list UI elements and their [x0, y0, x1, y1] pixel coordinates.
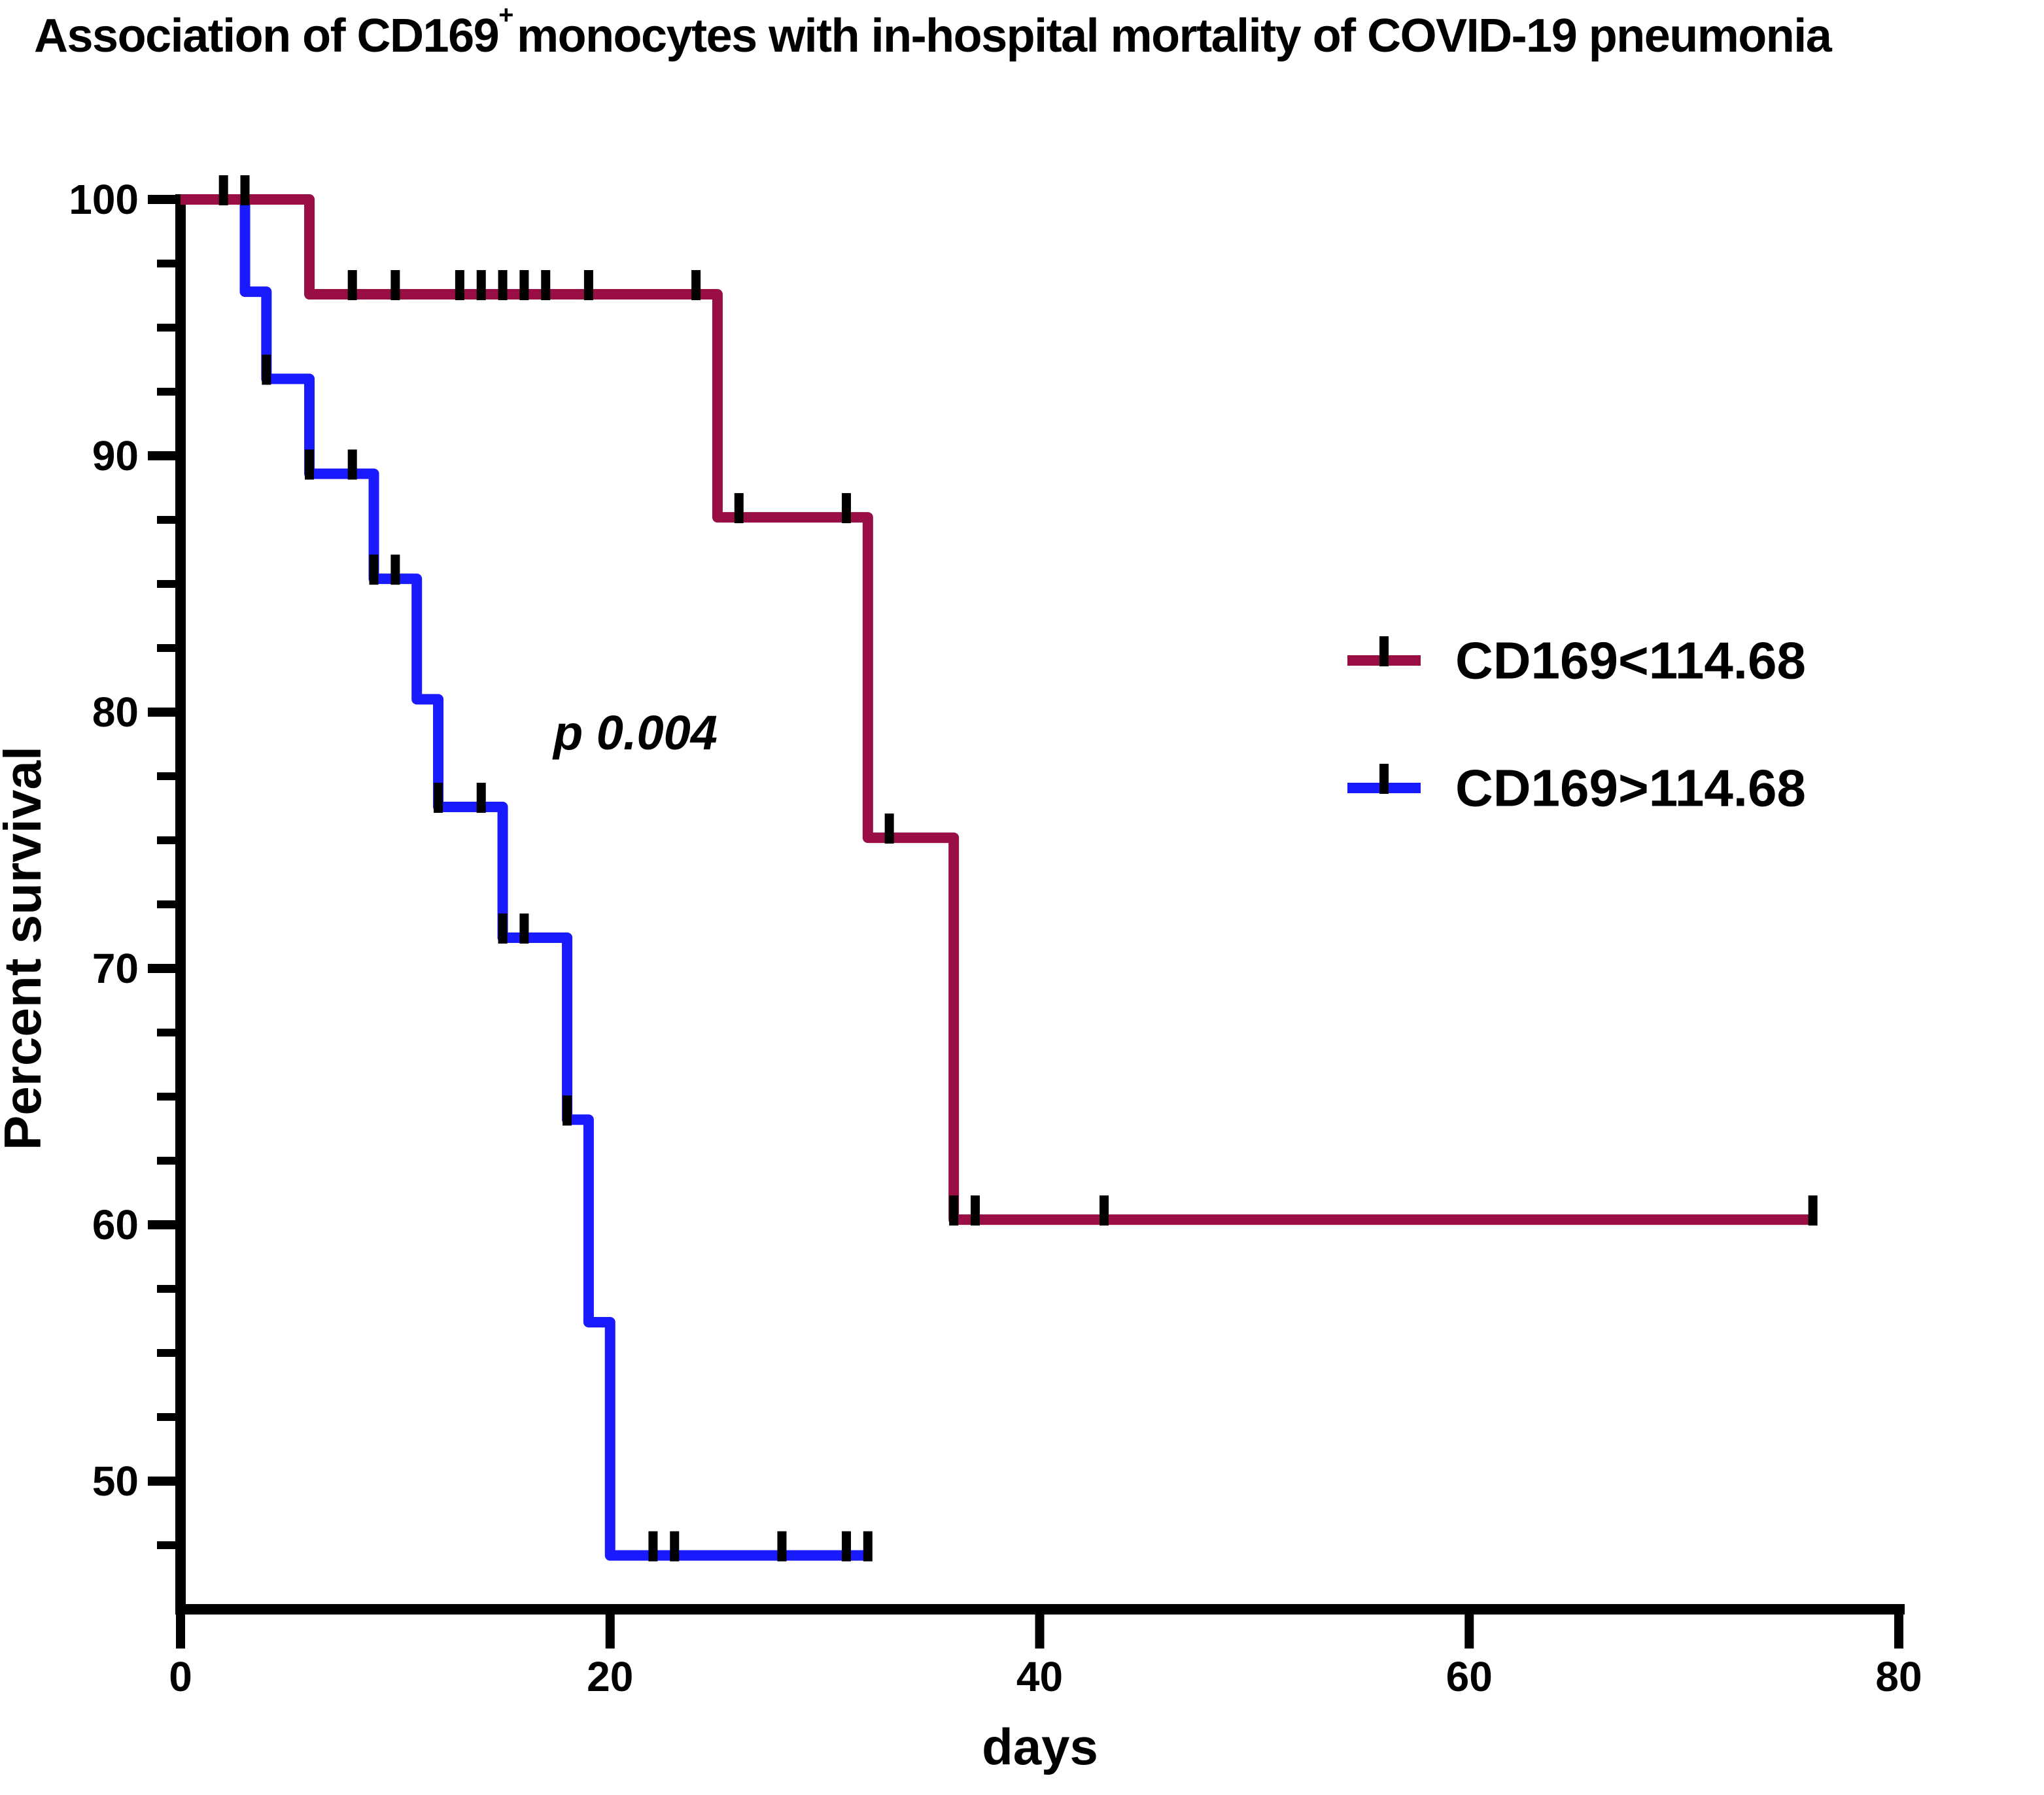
censor-tick-cd169-low [734, 493, 744, 524]
censor-tick-cd169-low [1808, 1195, 1818, 1226]
y-axis-label: Percent survival [0, 746, 52, 1150]
plot-layer: 100 90 80 70 60 50 0 20 40 60 80 [69, 175, 1922, 1700]
censor-tick-cd169-low [390, 270, 400, 301]
censor-tick-cd169-high [434, 783, 443, 813]
censor-tick-cd169-high [369, 555, 379, 585]
legend-item-cd169-high: CD169>114.68 [1347, 759, 1806, 817]
censor-tick-cd169-low [218, 175, 228, 205]
legend-censor-tick-high [1379, 764, 1389, 794]
chart-title-prefix: Association of CD169 [34, 10, 500, 62]
y-tick-label: 80 [92, 689, 139, 736]
y-tick-label: 50 [92, 1458, 139, 1505]
censor-tick-cd169-low [583, 270, 593, 301]
censor-tick-cd169-high [476, 783, 486, 813]
censor-tick-cd169-high [863, 1531, 873, 1562]
censor-tick-cd169-high [670, 1531, 680, 1562]
legend-label-high: CD169>114.68 [1455, 759, 1806, 817]
p-value-annotation: p 0.004 [552, 706, 718, 760]
x-tick-label: 80 [1875, 1653, 1922, 1700]
x-tick-label: 20 [587, 1653, 633, 1700]
survival-curve-cd169-low [181, 194, 1813, 1225]
censor-tick-cd169-low [498, 270, 508, 301]
censor-tick-cd169-high [519, 913, 529, 944]
censor-tick-cd169-high [305, 449, 315, 480]
chart-title-suffix: monocytes with in-hospital mortality of … [517, 10, 1832, 62]
censor-tick-cd169-low [455, 270, 464, 301]
censor-tick-cd169-high [777, 1531, 787, 1562]
censor-tick-cd169-low [541, 270, 551, 301]
survival-curve-cd169-high [181, 194, 868, 1561]
legend-item-cd169-low: CD169<114.68 [1347, 632, 1806, 690]
x-tick-label: 0 [169, 1653, 192, 1700]
censor-tick-cd169-low [970, 1195, 980, 1226]
censor-tick-cd169-low [884, 813, 894, 844]
censor-tick-cd169-high [563, 1095, 572, 1126]
x-axis-label: days [982, 1718, 1098, 1775]
legend: CD169<114.68 CD169>114.68 [1347, 632, 1806, 817]
censor-tick-cd169-low [949, 1195, 959, 1226]
chart-title-superscript: + [498, 1, 514, 30]
censor-tick-cd169-low [841, 493, 851, 524]
legend-label-low: CD169<114.68 [1455, 632, 1806, 690]
censor-tick-cd169-high [262, 354, 271, 385]
censor-tick-cd169-low [519, 270, 529, 301]
censor-tick-cd169-low [476, 270, 486, 301]
y-tick-label: 70 [92, 945, 139, 992]
censor-tick-cd169-high [841, 1531, 851, 1562]
censor-tick-cd169-low [240, 175, 250, 205]
y-tick-label: 100 [69, 176, 139, 223]
censor-tick-cd169-high [347, 449, 357, 480]
x-tick-label: 60 [1446, 1653, 1493, 1700]
chart-title: Association of CD169+monocytes with in-h… [34, 1, 2035, 63]
censor-tick-cd169-high [498, 913, 508, 944]
censor-tick-cd169-high [390, 555, 400, 585]
censor-tick-cd169-low [1100, 1195, 1109, 1226]
censor-tick-cd169-low [347, 270, 357, 301]
censor-tick-cd169-high [648, 1531, 658, 1562]
y-tick-label: 60 [92, 1201, 139, 1248]
censor-tick-cd169-low [691, 270, 701, 301]
y-tick-label: 90 [92, 432, 139, 479]
x-tick-label: 40 [1016, 1653, 1063, 1700]
legend-censor-tick-low [1379, 636, 1389, 666]
